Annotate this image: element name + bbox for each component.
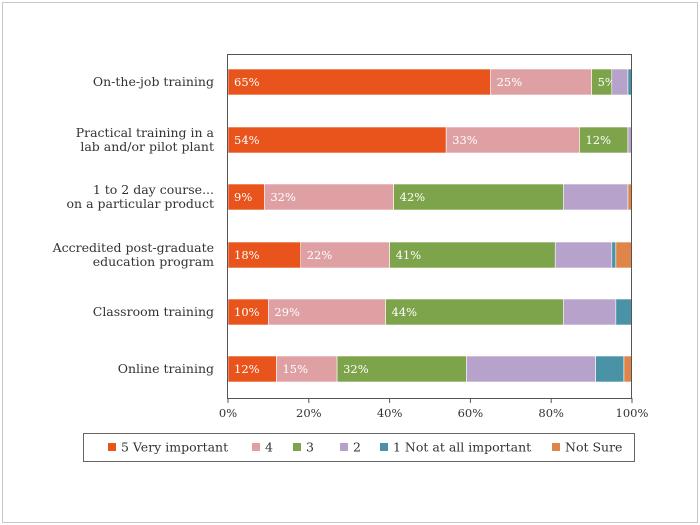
data-label-0-2: 5% (598, 75, 616, 89)
legend-swatch-4 (380, 443, 388, 451)
legend-label-5: Not Sure (565, 440, 622, 455)
bar-segment-1-0 (227, 126, 447, 154)
legend-box (83, 433, 635, 462)
legend-swatch-5 (552, 443, 560, 451)
bar-segment-5-4 (595, 355, 625, 383)
data-label-3-2: 41% (396, 248, 422, 262)
bar-segment-3-3 (554, 241, 613, 269)
bar-segment-5-1 (276, 355, 338, 383)
category-label-4: Classroom training (93, 304, 214, 319)
category-label-0: On-the-job training (93, 74, 214, 89)
bar-segment-5-3 (466, 355, 596, 383)
legend-label-3: 2 (353, 440, 361, 455)
category-label-1-line-0: Practical training in a (76, 125, 215, 140)
legend-label-1: 4 (265, 440, 273, 455)
data-label-2-0: 9% (234, 190, 252, 204)
bar-segment-0-3 (611, 68, 629, 96)
data-label-4-1: 29% (274, 305, 300, 319)
bar-segment-0-0 (227, 68, 491, 96)
legend-label-2: 3 (306, 440, 314, 455)
data-label-1-0: 54% (234, 133, 260, 147)
bar-segment-5-0 (227, 355, 277, 383)
data-label-4-0: 10% (234, 305, 260, 319)
bar-segment-2-3 (563, 183, 629, 211)
legend-swatch-2 (293, 443, 301, 451)
bar-segment-3-4 (611, 241, 617, 269)
bar-segment-5-2 (336, 355, 467, 383)
category-label-2-line-1: on a particular product (67, 196, 214, 211)
data-label-5-2: 32% (343, 362, 369, 376)
bar-segment-3-0 (227, 241, 302, 269)
data-label-5-0: 12% (234, 362, 260, 376)
bar-segment-4-3 (563, 298, 617, 326)
bar-segment-5-5 (623, 355, 633, 383)
data-label-1-2: 12% (585, 133, 611, 147)
bar-segment-3-2 (389, 241, 556, 269)
data-label-5-1: 15% (282, 362, 308, 376)
legend-label-0: 5 Very important (121, 440, 228, 455)
bar-segment-0-1 (490, 68, 592, 96)
data-label-4-2: 44% (392, 305, 418, 319)
legend: 5 Very important 4 3 2 1 Not at all importan… (83, 433, 635, 462)
data-label-1-1: 33% (452, 133, 478, 147)
legend-swatch-1 (252, 443, 260, 451)
category-label-3-line-1: education program (93, 254, 214, 269)
x-tick-label-5: 100% (616, 406, 649, 420)
legend-swatch-0 (108, 443, 116, 451)
plot-area-border (227, 54, 632, 399)
legend-label-4: 1 Not at all important (393, 440, 531, 455)
x-tick-label-1: 20% (296, 406, 322, 420)
x-tick-label-3: 60% (458, 406, 484, 420)
data-label-2-2: 42% (400, 190, 426, 204)
bar-segment-2-1 (264, 183, 394, 211)
category-label-2-line-0: 1 to 2 day course... (93, 182, 214, 197)
x-tick-label-0: 0% (219, 406, 237, 420)
category-label-1-line-1: lab and/or pilot plant (80, 139, 214, 154)
bar-segment-1-1 (445, 126, 580, 154)
data-label-0-1: 25% (497, 75, 523, 89)
bars-group: 65% 25% 5% 54% 33% 12% 9% 32% 42% 18% 22% 41% 10% 29%… (227, 68, 633, 383)
category-label-5: Online training (118, 361, 214, 376)
x-tick-label-2: 40% (377, 406, 403, 420)
data-label-3-1: 22% (307, 248, 333, 262)
x-tick-label-4: 80% (538, 406, 564, 420)
category-labels: On-the-job training Practical training in… (52, 74, 215, 376)
bar-segment-3-5 (615, 241, 633, 269)
bar-segment-2-2 (393, 183, 564, 211)
x-axis-ticks: 0% 20% 40% 60% 80% 100% (219, 398, 649, 420)
data-label-3-0: 18% (234, 248, 260, 262)
bar-segment-3-1 (300, 241, 390, 269)
data-label-2-1: 32% (270, 190, 296, 204)
bar-segment-4-1 (268, 298, 386, 326)
legend-swatch-3 (340, 443, 348, 451)
bar-segment-4-2 (385, 298, 564, 326)
data-label-0-0: 65% (234, 75, 260, 89)
bar-segment-4-4 (615, 298, 633, 326)
category-label-3-line-0: Accredited post-graduate (52, 240, 214, 255)
